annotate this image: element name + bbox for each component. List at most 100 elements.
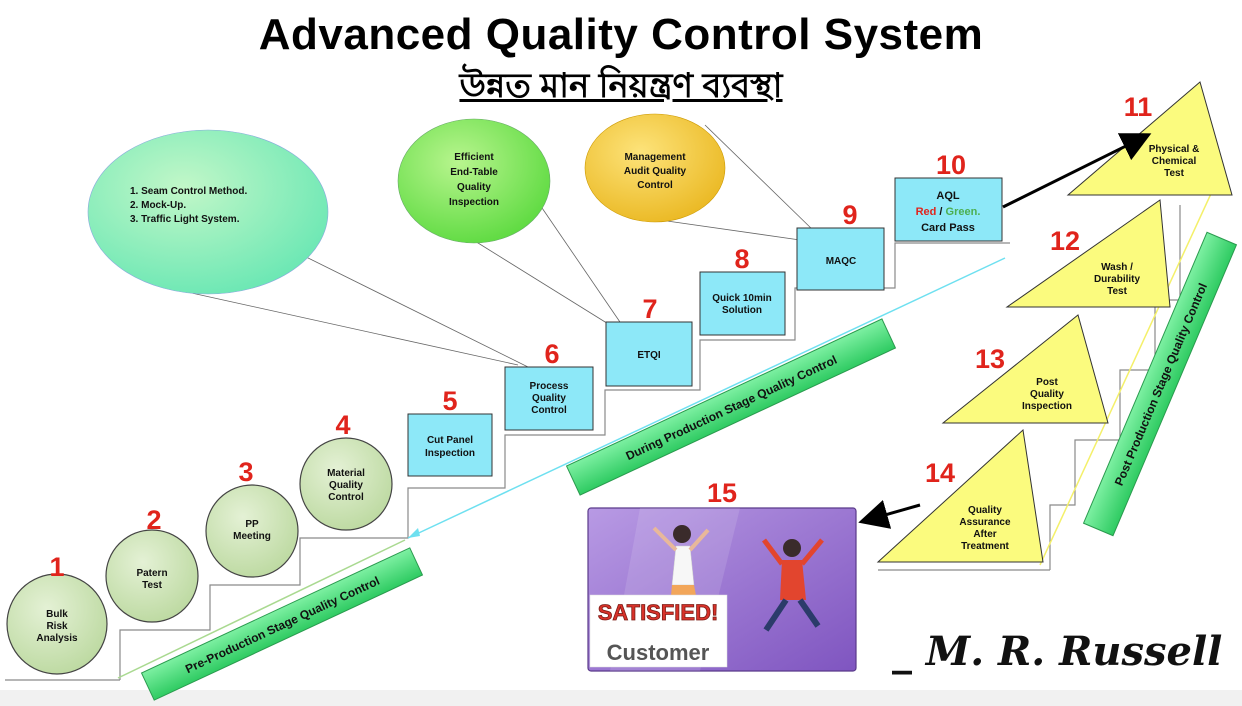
aql-colors: Red / Green. <box>916 206 981 218</box>
step-number: 11 <box>1124 92 1153 122</box>
step-label: Test <box>142 580 162 591</box>
step-8: 8 Quick 10min Solution <box>699 244 786 336</box>
step-5: 5 Cut Panel Inspection <box>407 386 493 477</box>
step-label: Treatment <box>961 541 1009 552</box>
step-number: 14 <box>925 458 955 488</box>
step-label: Solution <box>722 305 762 316</box>
step-label: Test <box>1107 286 1127 297</box>
step-number: 2 <box>146 505 161 535</box>
author-signature: _ M. R. Russell <box>892 628 1223 675</box>
step-label: Inspection <box>1022 401 1072 412</box>
step-label: PP <box>245 519 259 530</box>
step-label: Control <box>531 405 567 416</box>
step-label: Quality <box>1030 389 1064 400</box>
step-number: 12 <box>1050 226 1080 256</box>
step-number: 15 <box>707 478 737 508</box>
customer-label: Customer <box>607 640 710 665</box>
step-label: Cut Panel <box>427 435 473 446</box>
step-label: Test <box>1164 168 1184 179</box>
progress-diagonal <box>407 257 1006 539</box>
jumping-man-icon <box>762 538 824 632</box>
step-label: Inspection <box>425 448 475 459</box>
step-3: 3 PP Meeting <box>205 457 299 578</box>
aql-sep: / <box>936 206 945 218</box>
bottom-strip <box>0 690 1242 706</box>
callout-management-line: Management <box>624 152 686 163</box>
step-label: Bulk <box>46 609 68 620</box>
step-number: 3 <box>238 457 253 487</box>
callout-methods-line: 2. Mock-Up. <box>130 200 186 211</box>
step-number: 10 <box>936 150 966 180</box>
step-4: 4 Material Quality Control <box>299 410 393 531</box>
step-label: Patern <box>136 568 167 579</box>
page-title: Advanced Quality Control System <box>258 10 984 59</box>
step-number: 4 <box>335 410 350 440</box>
step-label: Durability <box>1094 274 1141 285</box>
step-label: Chemical <box>1152 156 1197 167</box>
step-label: AQL <box>936 190 960 202</box>
band-post-label: Post Production Stage Quality Control <box>1112 281 1210 488</box>
step-label: Quality <box>329 480 363 491</box>
step-label: ETQI <box>637 350 661 361</box>
step-label: Process <box>530 381 569 392</box>
callout-end-table-line: Inspection <box>449 197 499 208</box>
step-7: 7 ETQI <box>605 294 693 387</box>
progress-diagonal-head <box>408 528 420 538</box>
arrow-to-11 <box>1002 133 1152 209</box>
post-diagonal <box>1039 184 1216 566</box>
step-label: Material <box>327 468 365 479</box>
step-number: 6 <box>544 339 559 369</box>
step-label: Assurance <box>959 517 1011 528</box>
step-label: Post <box>1036 377 1058 388</box>
step-6: 6 Process Quality Control <box>504 339 594 431</box>
step-label: After <box>973 529 996 540</box>
step-number: 13 <box>975 344 1005 374</box>
step-number: 7 <box>642 294 657 324</box>
step-10: 10 AQL Red / Green. Card Pass <box>894 150 1003 242</box>
step-label: Quality <box>532 393 566 404</box>
step-label: Wash / <box>1101 262 1133 273</box>
step-14: 14 Quality Assurance After Treatment <box>876 429 1044 563</box>
step-label: Analysis <box>36 633 78 644</box>
callout-methods: 1. Seam Control Method. 2. Mock-Up. 3. T… <box>87 129 329 295</box>
callout-end-table-line: Quality <box>457 182 491 193</box>
step-number: 9 <box>842 200 857 230</box>
callout-end-table: Efficient End-Table Quality Inspection <box>397 118 551 244</box>
page-subtitle-text: উন্নত মান নিয়ন্ত্রণ ব্যবস্থা <box>459 67 783 105</box>
pre-diagonal <box>117 539 406 679</box>
step-9: 9 MAQC <box>796 200 885 291</box>
callout-management-line: Control <box>637 180 673 191</box>
callout-management: Management Audit Quality Control <box>584 113 726 223</box>
step-label: MAQC <box>826 256 857 267</box>
step-label: Physical & <box>1149 144 1200 155</box>
step-label: Quality <box>968 505 1002 516</box>
step-11: 11 Physical & Chemical Test <box>1066 81 1233 196</box>
callout-end-table-line: End-Table <box>450 167 498 178</box>
aql-green: Green. <box>946 206 981 218</box>
step-2: 2 Patern Test <box>105 505 199 623</box>
step-label: Quick 10min <box>712 293 771 304</box>
staircase-main <box>5 242 1010 681</box>
step-15: 15 SATISFIED! Customer <box>587 478 857 672</box>
step-number: 1 <box>49 552 64 582</box>
aql-red: Red <box>916 206 937 218</box>
satisfied-stamp: SATISFIED! <box>598 600 719 625</box>
step-12: 12 Wash / Durability Test <box>1005 199 1171 308</box>
step-number: 5 <box>442 386 457 416</box>
page-subtitle: উন্নত মান নিয়ন্ত্রণ ব্যবস্থা <box>0 60 1242 117</box>
arrow-to-15 <box>858 499 921 529</box>
step-label: Meeting <box>233 531 271 542</box>
band-pre-label: Pre-Production Stage Quality Control <box>183 574 382 677</box>
step-label: Control <box>328 492 364 503</box>
callout-methods-line: 3. Traffic Light System. <box>130 214 240 225</box>
step-1: 1 Bulk Risk Analysis <box>6 552 108 675</box>
callout-management-line: Audit Quality <box>624 166 687 177</box>
callout-connectors <box>177 124 816 369</box>
callout-end-table-line: Efficient <box>454 152 494 163</box>
step-label: Card Pass <box>921 222 975 234</box>
step-13: 13 Post Quality Inspection <box>941 314 1109 424</box>
step-label: Risk <box>46 621 68 632</box>
callout-methods-line: 1. Seam Control Method. <box>130 186 247 197</box>
step-number: 8 <box>734 244 749 274</box>
